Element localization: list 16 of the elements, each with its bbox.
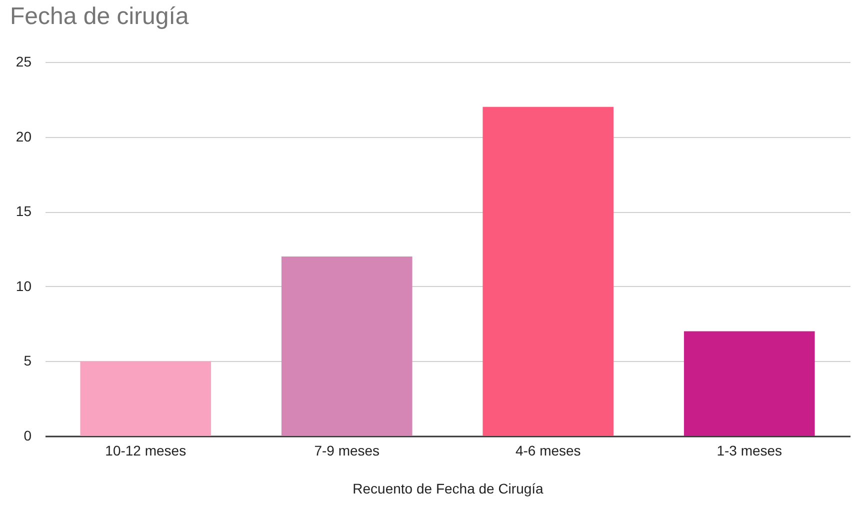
y-tick-label: 10 [16, 278, 32, 294]
x-tick-label: 1-3 meses [716, 442, 782, 458]
bar [482, 106, 614, 436]
chart-title: Fecha de cirugía [10, 3, 190, 30]
bar [684, 331, 815, 436]
x-tick-label: 4-6 meses [515, 442, 581, 458]
y-tick-label: 0 [24, 428, 32, 444]
x-axis-title: Recuento de Fecha de Cirugía [352, 480, 544, 496]
x-tick-label: 10-12 meses [105, 442, 186, 458]
y-tick-label: 25 [16, 54, 32, 70]
y-tick-label: 20 [16, 128, 32, 144]
y-tick-label: 15 [16, 203, 32, 220]
bar [80, 361, 212, 436]
x-tick-label: 7-9 meses [314, 442, 380, 458]
y-tick-label: 5 [24, 352, 32, 369]
bar [281, 256, 412, 436]
